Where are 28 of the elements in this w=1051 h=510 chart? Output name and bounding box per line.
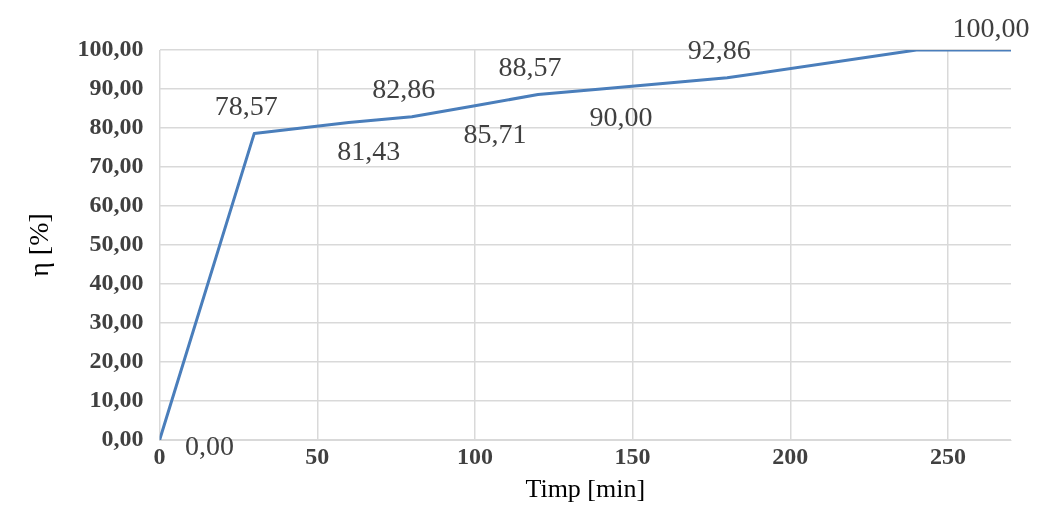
x-tick-label: 150 — [614, 442, 651, 469]
y-tick-label: 30,00 — [89, 308, 144, 335]
text: 92,86 — [687, 34, 751, 66]
text: 78,57 — [214, 89, 278, 121]
text: 100,00 — [952, 12, 1030, 44]
y-tick-label: 100,00 — [77, 35, 144, 62]
y-tick-label: 10,00 — [89, 386, 144, 413]
text: 81,43 — [337, 134, 401, 166]
y-tick-label: 60,00 — [89, 191, 144, 218]
y-tick-label: 70,00 — [89, 152, 144, 179]
y-tick-label: 20,00 — [89, 347, 144, 374]
text: 90,00 — [589, 101, 653, 133]
text: 88,57 — [498, 50, 562, 82]
x-tick-label: 100 — [456, 442, 493, 469]
x-tick-label: 250 — [929, 442, 966, 469]
y-tick-label: 80,00 — [89, 113, 144, 140]
text: 0,00 — [185, 430, 235, 462]
y-tick-label: 90,00 — [89, 74, 144, 101]
x-tick-label: 50 — [305, 442, 330, 469]
y-tick-label: 50,00 — [89, 230, 144, 257]
text: 82,86 — [372, 73, 436, 105]
y-tick-label: 0,00 — [101, 425, 144, 452]
x-tick-label: 0 — [153, 442, 166, 469]
x-axis-title: Timp [min] — [525, 474, 646, 504]
y-tick-label: 40,00 — [89, 269, 144, 296]
text: 85,71 — [463, 118, 527, 150]
x-tick-label: 200 — [772, 442, 809, 469]
y-axis-title: η [%] — [23, 213, 55, 277]
